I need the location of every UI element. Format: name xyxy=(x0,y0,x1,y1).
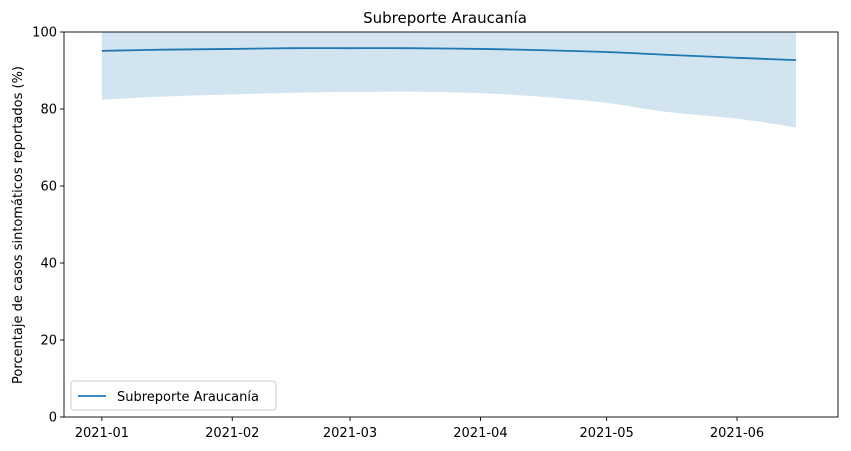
chart-title: Subreporte Araucanía xyxy=(363,9,527,27)
confidence-band xyxy=(101,32,796,128)
y-tick-label: 40 xyxy=(40,257,57,272)
y-tick-label: 0 xyxy=(49,411,57,426)
x-tick-label: 2021-01 xyxy=(75,426,129,441)
legend-label: Subreporte Araucanía xyxy=(117,390,259,405)
y-axis-label: Porcentaje de casos sintomáticos reporta… xyxy=(11,66,26,384)
y-tick-label: 80 xyxy=(40,103,57,118)
x-tick-label: 2021-04 xyxy=(453,426,507,441)
y-tick-label: 100 xyxy=(32,26,57,41)
y-tick-label: 20 xyxy=(40,334,57,349)
axes: 0 20 40 60 80 100 2021-01 2021-02 2021-03 2021-04… xyxy=(32,26,839,441)
x-tick-label: 2021-05 xyxy=(579,426,633,441)
plot-area xyxy=(101,32,796,128)
x-tick-label: 2021-02 xyxy=(205,426,259,441)
legend-box xyxy=(70,380,277,411)
legend: Subreporte Araucanía xyxy=(70,380,277,411)
x-tick-label: 2021-06 xyxy=(710,426,764,441)
series-line xyxy=(101,47,796,61)
plot-frame xyxy=(63,31,839,418)
x-tick-label: 2021-03 xyxy=(323,426,377,441)
y-tick-label: 60 xyxy=(40,180,57,195)
